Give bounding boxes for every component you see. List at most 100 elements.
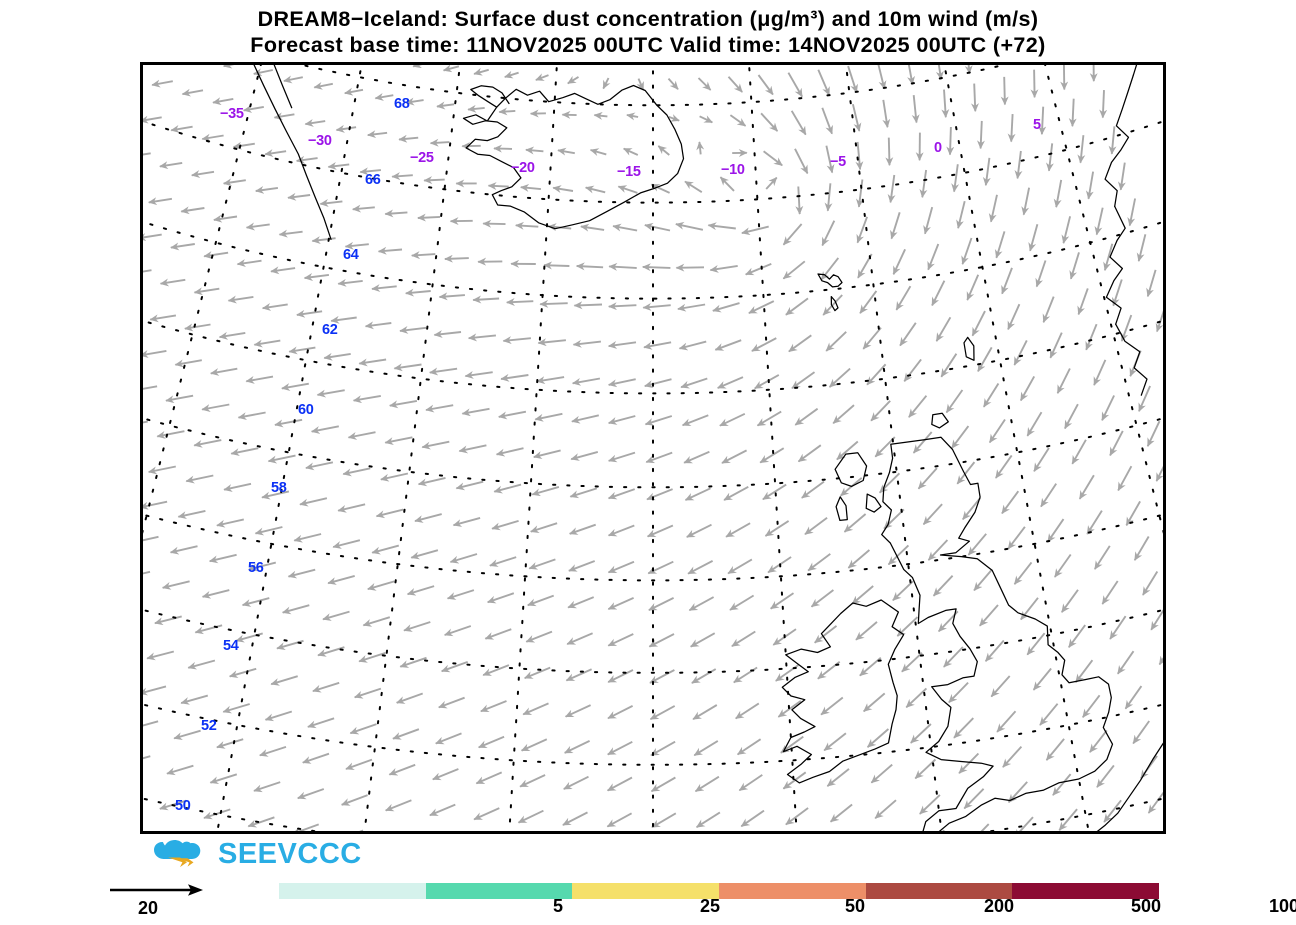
wind-vector — [534, 412, 563, 422]
wind-vector — [330, 315, 357, 324]
cloud-icon — [154, 840, 201, 868]
wind-vector — [1013, 561, 1033, 585]
wind-vector — [352, 204, 375, 213]
wind-vector — [539, 299, 568, 308]
forecast-map[interactable]: 68 66 64 62 60 58 56 54 52 50 −35 −30 −25 −20 −15 −10−… — [140, 62, 1166, 834]
wind-vector — [788, 334, 812, 353]
wind-vector — [1078, 474, 1095, 500]
wind-vector — [644, 222, 671, 232]
wind-vector — [1007, 303, 1021, 331]
seevccc-logo[interactable]: SEEVCCC — [148, 834, 362, 874]
wind-vector — [1026, 632, 1046, 656]
wind-vector — [756, 410, 782, 427]
wind-vector — [143, 152, 151, 156]
wind-vector — [646, 488, 673, 501]
wind-vector — [757, 74, 774, 96]
wind-vector — [922, 503, 943, 526]
wind-vector — [885, 137, 894, 166]
wind-vector — [1001, 267, 1013, 295]
wind-vector — [571, 377, 601, 386]
latitude-label-52: 52 — [201, 718, 217, 734]
parallel-50 — [143, 797, 1163, 831]
wind-vector — [520, 738, 548, 752]
meridian--5 — [844, 65, 943, 831]
wind-vector — [919, 169, 928, 199]
wind-vector — [254, 526, 283, 536]
wind-vector — [565, 668, 592, 682]
wind-vector — [1013, 339, 1028, 366]
wind-vector — [759, 447, 785, 464]
wind-vector — [892, 248, 906, 275]
wind-vector — [1021, 187, 1031, 216]
wind-vector — [1085, 171, 1095, 200]
meridian--20 — [508, 65, 558, 831]
wind-vector — [213, 214, 238, 223]
wind-vector — [931, 280, 946, 307]
wind-vector — [245, 375, 274, 384]
wind-vector — [1045, 738, 1065, 761]
wind-vector — [879, 472, 901, 494]
coastline-norway2 — [1105, 205, 1126, 325]
wind-vector — [649, 705, 676, 721]
dust-concentration-colorbar[interactable] — [279, 883, 1160, 899]
wind-vector — [764, 520, 790, 537]
wind-vector — [317, 646, 345, 657]
wind-vector — [412, 65, 423, 69]
wind-vector — [785, 807, 809, 826]
wind-vector — [177, 509, 206, 519]
wind-vector — [506, 298, 534, 307]
wind-vector — [820, 257, 840, 281]
latitude-label-64: 64 — [343, 247, 359, 263]
wind-vector — [304, 118, 326, 127]
wind-vector — [253, 339, 281, 348]
wind-vector — [1039, 703, 1059, 726]
wind-vector — [593, 111, 608, 120]
wind-vector — [870, 763, 893, 784]
wind-vector — [810, 589, 834, 608]
wind-vector — [714, 339, 742, 351]
wind-vector — [1101, 395, 1115, 421]
colorbar-tick-25: 25 — [700, 896, 721, 916]
wind-vector — [159, 278, 186, 287]
wind-vector — [980, 823, 990, 831]
wind-vector — [782, 771, 807, 790]
wind-vector — [335, 124, 357, 133]
wind-vector — [890, 212, 901, 240]
wind-vector — [1125, 500, 1141, 527]
wind-vector — [406, 585, 435, 596]
wind-vector — [956, 200, 966, 229]
wind-vector — [1049, 332, 1063, 359]
wind-vector — [1158, 655, 1163, 666]
colorbar-tick-1000: 1000 — [1269, 896, 1296, 916]
wind-vector — [882, 99, 891, 128]
wind-vector — [1058, 808, 1078, 831]
wind-vector — [901, 652, 923, 673]
wind-vector — [956, 461, 976, 485]
wind-vector — [384, 436, 413, 446]
wind-vector — [187, 659, 216, 670]
wind-vector — [543, 261, 570, 270]
map-canvas — [143, 65, 1163, 831]
longitude-label-minus30: −30 — [308, 133, 332, 149]
wind-vector — [165, 394, 194, 404]
wind-vector — [1111, 279, 1123, 307]
colorbar-tick-50: 50 — [845, 896, 866, 916]
wind-vector — [821, 220, 836, 247]
wind-vector — [433, 330, 462, 339]
wind-vector — [288, 346, 316, 355]
wind-vector — [358, 358, 387, 367]
wind-vector — [567, 596, 595, 609]
coastline-iceland — [462, 84, 685, 230]
wind-vector — [143, 115, 162, 124]
wind-vector — [575, 262, 604, 271]
wind-vector — [804, 517, 828, 536]
wind-vector — [1133, 536, 1150, 561]
wind-vector — [349, 723, 377, 735]
wind-vector — [932, 575, 954, 597]
wind-vector — [156, 430, 185, 439]
wind-vector — [287, 192, 311, 201]
wind-vector — [495, 447, 524, 457]
wind-vector — [504, 70, 519, 79]
wind-vector — [961, 237, 973, 265]
wind-vector — [371, 544, 400, 555]
